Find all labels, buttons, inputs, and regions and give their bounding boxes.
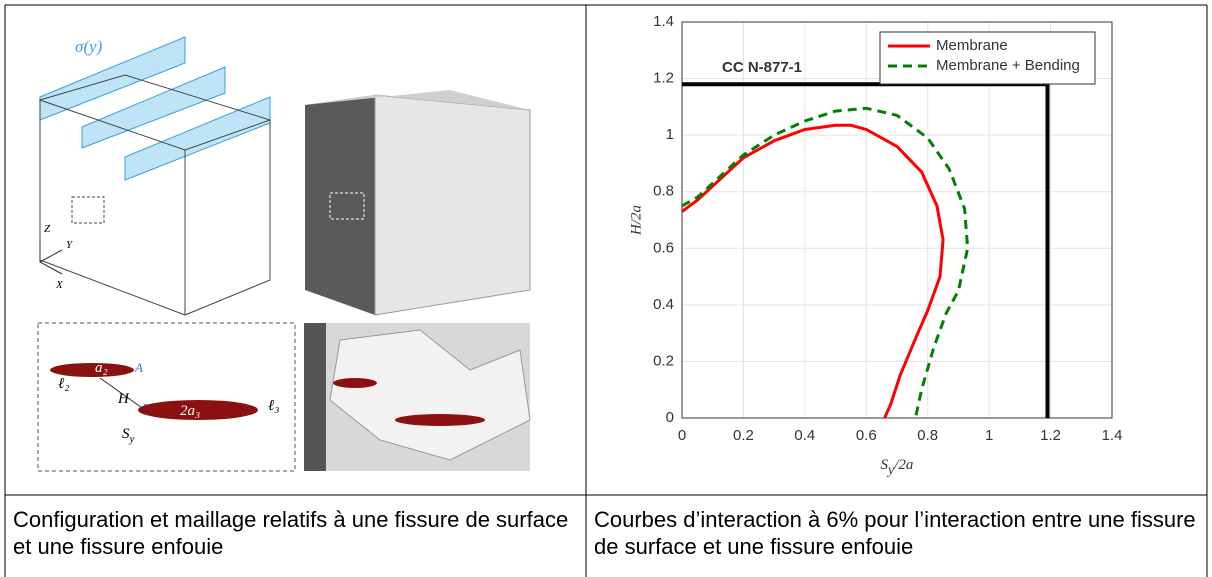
y-axis-label: H/2a (628, 205, 644, 236)
criterion-label: CC N-877-1 (722, 59, 802, 76)
y-tick-label: 1.2 (653, 70, 674, 87)
x-axis-label-sub: y (886, 463, 895, 478)
caption-right: Courbes d’interaction à 6% pour l’intera… (594, 507, 1196, 559)
x-tick-label: 1 (985, 427, 993, 444)
y-tick-label: 1.4 (653, 13, 674, 30)
chart: 0 0.2 0.4 0.6 0.8 1 1.2 1.4 0 0.2 0.4 0.6 0.8 1 1.2 1.4… (628, 13, 1122, 478)
figure: σ(y) Z Y X a₂ A ℓ₂ H B 2a₃ ℓ₃ Sy (37, 36, 531, 472)
series-line (681, 123, 945, 419)
x-axis-label-base: S (881, 457, 889, 473)
label-sy: Sy (122, 426, 135, 445)
x-tick-label: 1.4 (1102, 427, 1123, 444)
label-h: H (117, 391, 130, 407)
y-tick-label: 0.4 (653, 296, 674, 313)
label-a: A (134, 360, 143, 375)
plot-frame (681, 21, 1113, 419)
label-sy-sub: y (129, 433, 135, 445)
axis-x: X (55, 279, 64, 291)
x-tick-label: 0.2 (733, 427, 754, 444)
x-axis-label-rest: /2a (893, 457, 913, 473)
caption-left: Configuration et maillage relatifs à une… (13, 507, 569, 559)
legend-label: Membrane (936, 37, 1008, 54)
series-line (681, 106, 970, 419)
x-tick-label: 0.6 (856, 427, 877, 444)
axis-y: Y (66, 239, 74, 251)
label-l2: ℓ₂ (58, 376, 69, 392)
label-sy-base: S (122, 426, 130, 442)
label-b: B (142, 401, 150, 416)
y-tick-label: 1 (666, 126, 674, 143)
plot-area (682, 22, 1112, 418)
table-borders (4, 4, 1208, 577)
legend-box (879, 31, 1096, 85)
legend-label: Membrane + Bending (936, 57, 1080, 74)
y-tick-label: 0 (666, 409, 674, 426)
y-tick-label: 0.2 (653, 352, 674, 369)
label-a3: 2a₃ (180, 403, 200, 419)
x-tick-label: 0 (678, 427, 686, 444)
y-tick-label: 0.8 (653, 183, 674, 200)
y-tick-label: 0.6 (653, 239, 674, 256)
axis-z: Z (44, 223, 51, 235)
label-a2: a₂ (95, 360, 108, 376)
x-tick-label: 1.2 (1040, 427, 1061, 444)
x-tick-label: 0.4 (794, 427, 815, 444)
sigma-label: σ(y) (75, 37, 103, 56)
x-axis-label: Sy/2a (881, 457, 914, 478)
x-tick-label: 0.8 (917, 427, 938, 444)
label-l3: ℓ₃ (268, 398, 279, 414)
